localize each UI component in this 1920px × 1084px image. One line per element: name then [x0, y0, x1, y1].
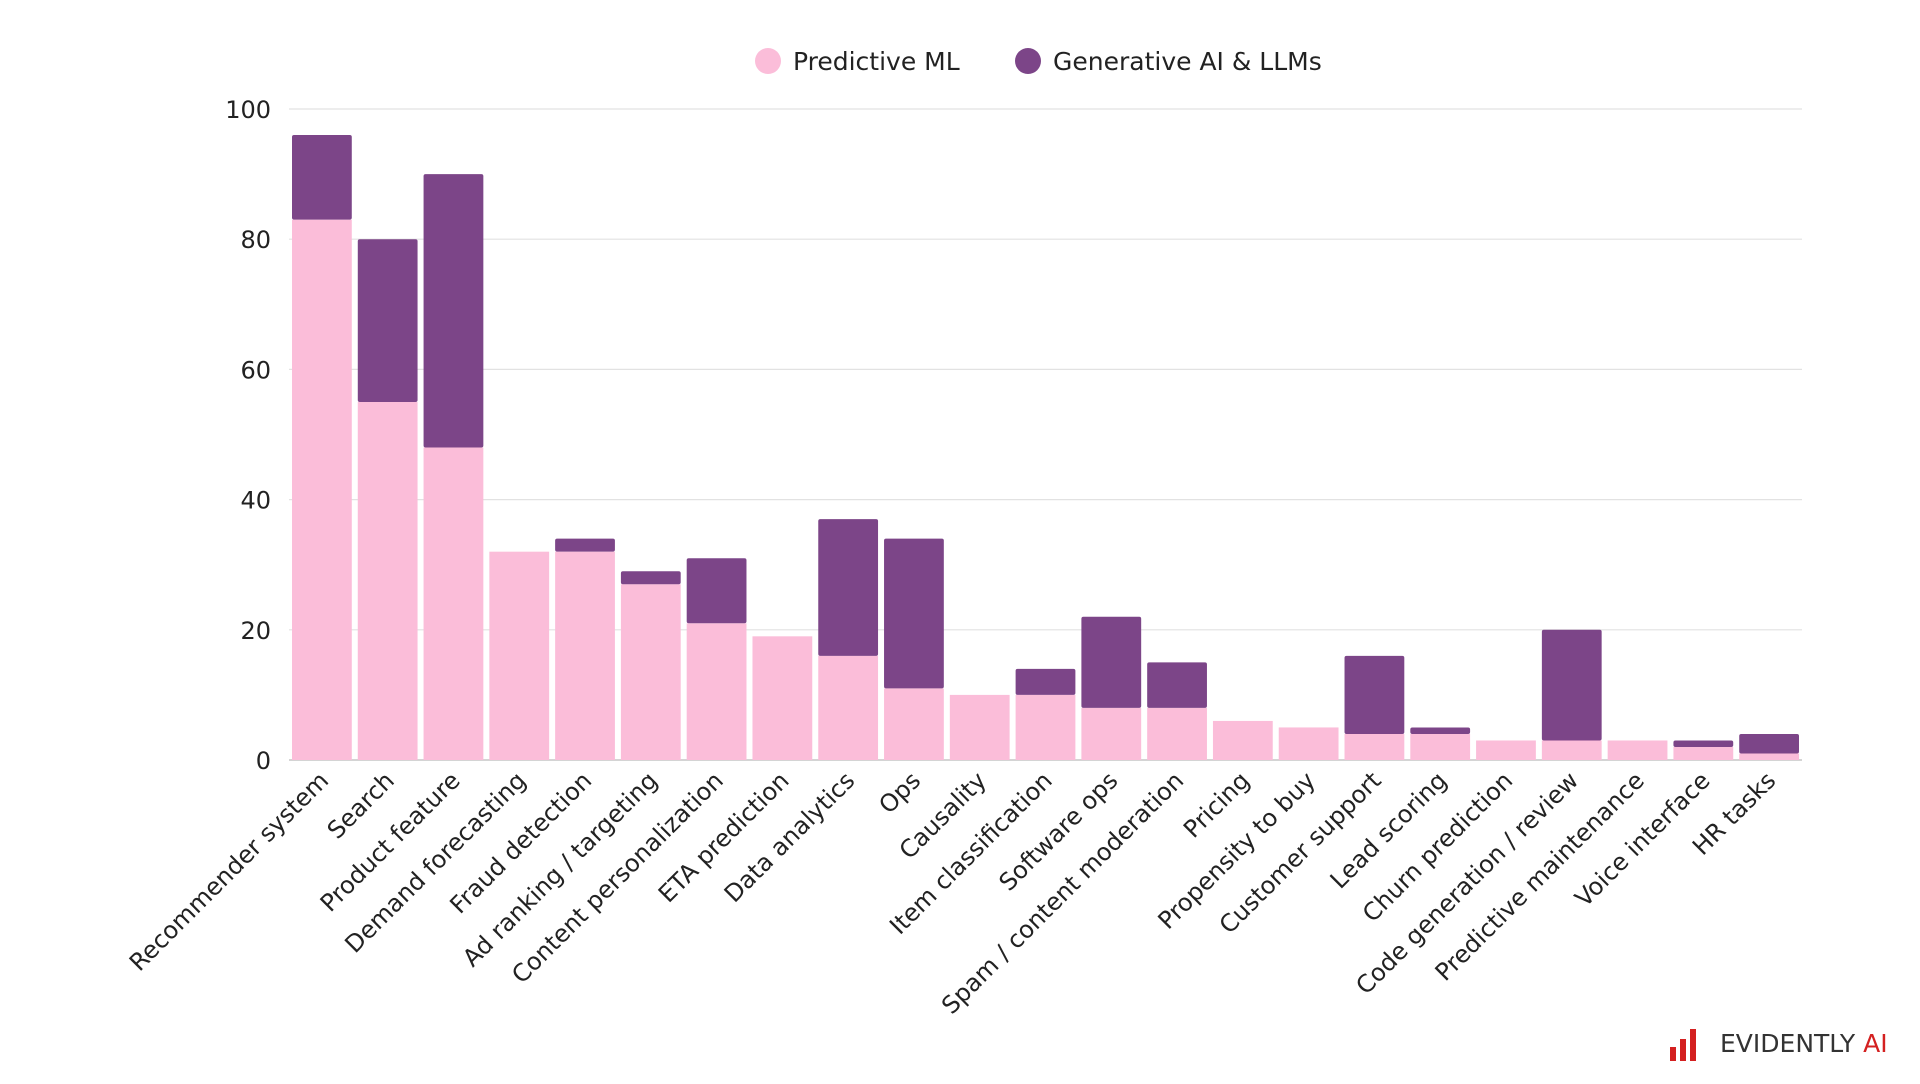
y-tick-label: 80 — [240, 226, 271, 254]
x-tick-label: Ops — [873, 766, 926, 819]
bar-segment — [1476, 740, 1536, 760]
y-tick-label: 100 — [225, 96, 271, 124]
bar-segment — [818, 655, 879, 760]
x-tick-label: Spam / content moderation — [936, 766, 1189, 1019]
y-tick-label: 20 — [240, 617, 271, 645]
legend-swatch — [1015, 48, 1041, 74]
bar-segment — [1081, 616, 1142, 708]
legend-swatch — [755, 48, 781, 74]
bar-segment — [686, 558, 747, 624]
y-axis-labels: 0 20 40 60 80 100 — [225, 96, 271, 775]
evidently-logo: EVIDENTLY AI — [1670, 1029, 1888, 1061]
bar-segment — [357, 239, 418, 402]
bar-segment — [884, 538, 944, 689]
bar-segment — [752, 636, 813, 760]
logo-bar — [1680, 1039, 1686, 1061]
bar-segment — [555, 551, 615, 760]
bar-segment — [292, 219, 352, 761]
logo-text: EVIDENTLY AI — [1720, 1029, 1888, 1058]
bar-segment — [555, 538, 615, 552]
bar-segment — [1147, 662, 1207, 708]
y-tick-label: 40 — [240, 487, 271, 515]
bar-segment — [1015, 694, 1076, 760]
logo-bar — [1670, 1047, 1676, 1061]
bars — [292, 135, 1799, 761]
bar-segment — [1739, 733, 1799, 754]
bar-segment — [489, 551, 550, 760]
bar-segment — [423, 447, 484, 760]
bar-segment — [949, 694, 1010, 760]
bar-segment — [620, 571, 681, 585]
bar-segment — [292, 135, 352, 220]
bar-segment — [686, 623, 747, 760]
logo-bar — [1690, 1029, 1696, 1061]
bar-segment — [884, 688, 944, 760]
x-tick-label: Recommender system — [124, 766, 334, 976]
bar-segment — [1607, 740, 1668, 760]
bar-segment — [620, 584, 681, 760]
bar-segment — [1212, 720, 1273, 760]
legend-label: Generative AI & LLMs — [1053, 47, 1322, 76]
bar-segment — [1673, 746, 1734, 760]
bar-segment — [1410, 733, 1471, 760]
bar-segment — [1541, 629, 1602, 741]
bar-segment — [1344, 655, 1405, 734]
y-tick-label: 0 — [256, 747, 271, 775]
bar-segment — [1739, 753, 1799, 760]
bar-segment — [1015, 668, 1076, 695]
bar-segment — [1278, 727, 1339, 760]
bar-segment — [1541, 740, 1602, 760]
bar-segment — [1147, 707, 1207, 760]
legend: Predictive ML Generative AI & LLMs — [755, 47, 1322, 76]
bar-segment — [1081, 707, 1142, 760]
bar-segment — [423, 174, 484, 448]
legend-label: Predictive ML — [793, 47, 960, 76]
bar-segment — [818, 519, 879, 656]
y-tick-label: 60 — [240, 356, 271, 384]
bar-segment — [1344, 733, 1405, 760]
bar-segment — [1410, 727, 1471, 734]
bar-segment — [357, 401, 418, 760]
bar-segment — [1673, 740, 1734, 747]
